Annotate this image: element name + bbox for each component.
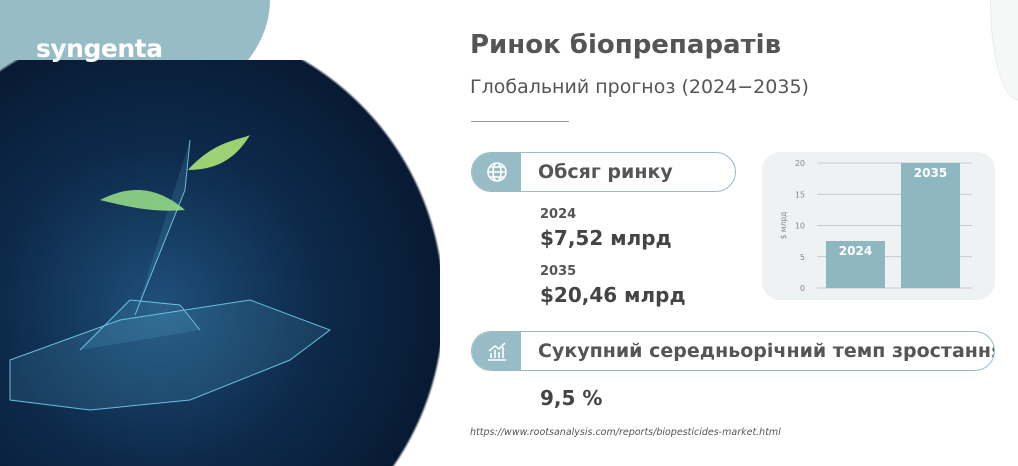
syngenta-logo: syngenta (36, 34, 163, 63)
y-tick-label: 20 (795, 159, 805, 168)
page-title: Ринок біопрепаратів (470, 30, 782, 60)
bar-chart: 0 5 10 15 20 $ млрд 2024 2035 (779, 159, 972, 293)
bar-label: 2024 (839, 244, 872, 258)
page-subtitle: Глобальний прогноз (2024−2035) (470, 76, 809, 98)
bar-chart-card: 0 5 10 15 20 $ млрд 2024 2035 (762, 152, 995, 300)
market-volume-header: Обсяг ринку (471, 152, 736, 192)
y-tick-label: 10 (795, 222, 805, 231)
bar-label: 2035 (914, 166, 947, 180)
decorative-shape (990, 0, 1018, 100)
plant-hand-icon (9, 135, 332, 411)
y-axis-label: $ млрд (779, 212, 788, 240)
growth-chart-icon (472, 332, 524, 370)
market-value: $7,52 млрд (540, 226, 672, 250)
market-value: $20,46 млрд (540, 283, 686, 307)
source-link[interactable]: https://www.rootsanalysis.com/reports/bi… (470, 427, 781, 438)
cagr-value: 9,5 % (540, 386, 603, 410)
y-tick-label: 5 (800, 253, 805, 262)
bar-2035 (901, 163, 960, 288)
divider (471, 121, 569, 122)
y-tick-label: 15 (795, 190, 805, 199)
plant-in-hand-illustration (0, 60, 440, 466)
cagr-header: Сукупний середньорічний темп зростання (471, 331, 995, 371)
year-label: 2024 (540, 207, 577, 222)
globe-icon (472, 153, 524, 191)
y-tick-label: 0 (800, 284, 805, 293)
year-label: 2035 (540, 264, 577, 279)
cagr-label: Сукупний середньорічний темп зростання (538, 340, 995, 362)
bar-2024 (826, 241, 885, 288)
market-volume-label: Обсяг ринку (538, 161, 673, 183)
